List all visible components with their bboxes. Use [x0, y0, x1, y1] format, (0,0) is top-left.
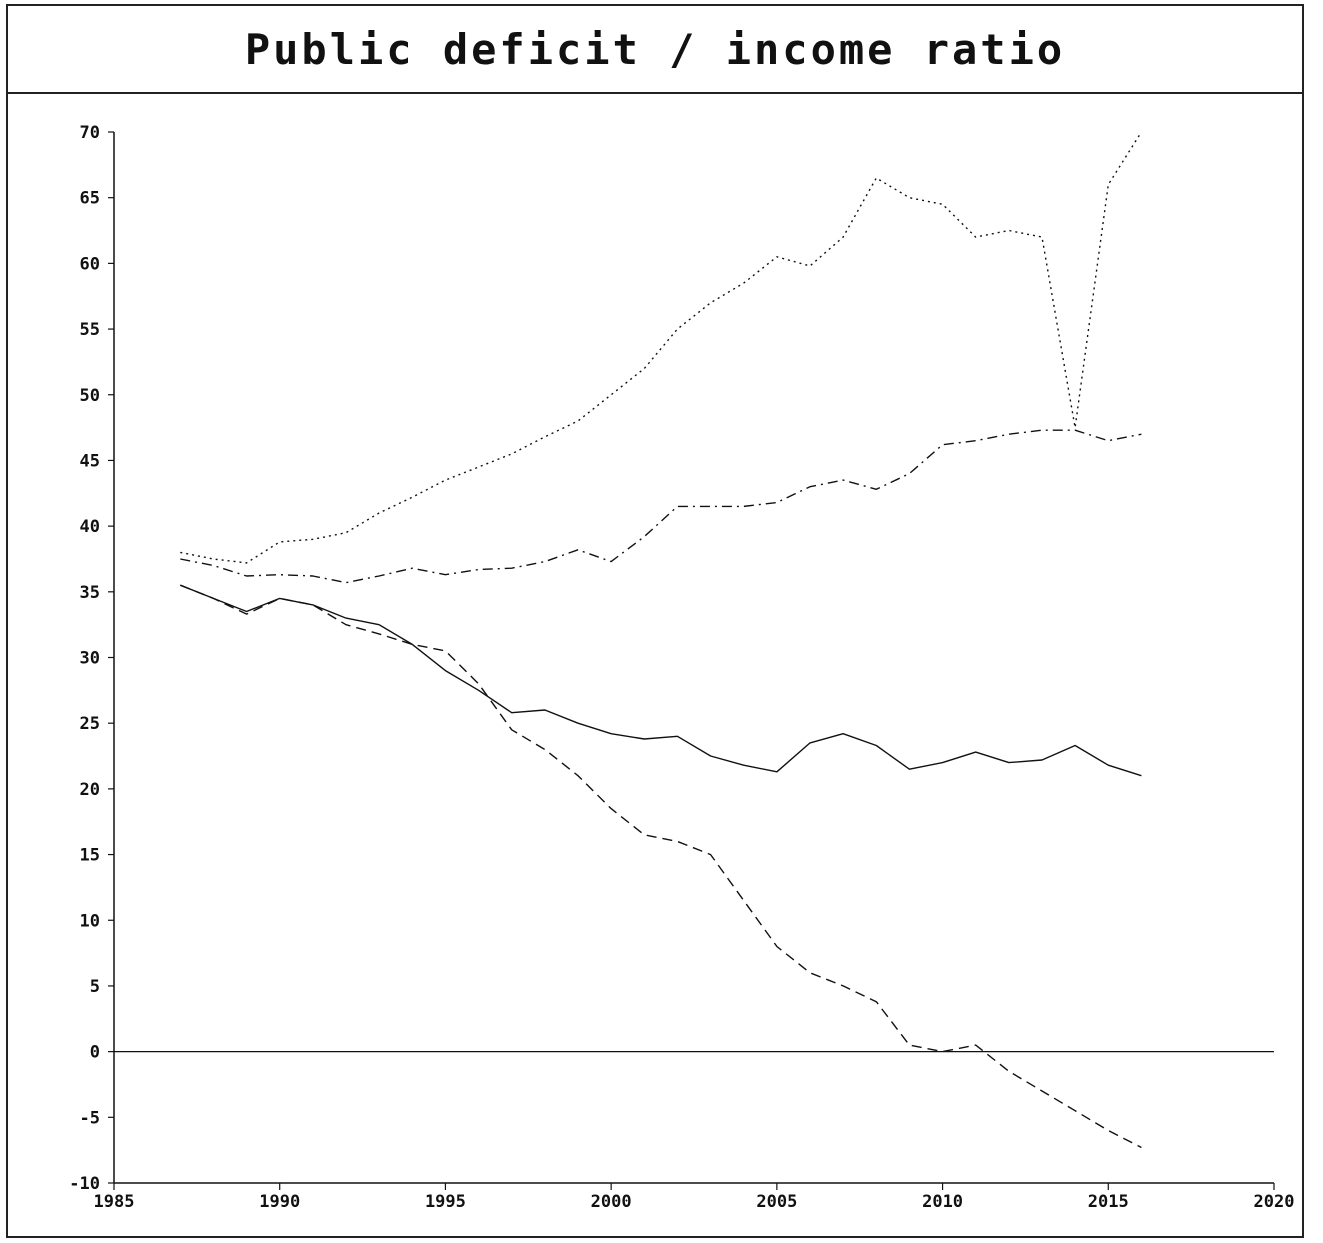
x-tick-label: 2015	[1088, 1192, 1129, 1212]
x-tick-label: 1995	[425, 1192, 466, 1212]
x-tick-label: 2005	[756, 1192, 797, 1212]
y-tick-label: 45	[80, 451, 100, 471]
y-tick-label: 35	[80, 583, 100, 603]
y-tick-label: -5	[80, 1108, 100, 1128]
y-tick-label: 10	[80, 911, 100, 931]
x-tick-label: 2020	[1254, 1192, 1295, 1212]
y-tick-label: 5	[90, 977, 100, 997]
x-tick-label: 2000	[591, 1192, 632, 1212]
chart-frame: Public deficit / income ratio	[6, 4, 1304, 1238]
y-tick-label: 25	[80, 714, 100, 734]
y-tick-label: 60	[80, 254, 100, 274]
x-tick-label: 1985	[94, 1192, 135, 1212]
x-tick-label: 1990	[259, 1192, 300, 1212]
y-tick-label: 40	[80, 517, 100, 537]
x-tick-label: 2010	[922, 1192, 963, 1212]
y-tick-label: 30	[80, 649, 100, 669]
y-tick-label: 0	[90, 1043, 100, 1063]
series-line-dotted	[180, 131, 1142, 564]
y-tick-label: 65	[80, 189, 100, 209]
title-bar: Public deficit / income ratio	[8, 6, 1302, 94]
axes: -10 -5 0 5 10 15 20 25 30 35 40 45 50 55 60 65 70 1985 199…	[69, 123, 1294, 1212]
y-tick-label: 55	[80, 320, 100, 340]
y-tick-label: 20	[80, 780, 100, 800]
series-line-dashed	[180, 584, 1142, 1149]
y-tick-label: 70	[80, 123, 100, 143]
y-tick-label: -10	[69, 1174, 100, 1194]
series-line-solid	[180, 584, 1142, 777]
series-line-dashdot	[180, 429, 1142, 584]
series-layer	[180, 131, 1142, 1149]
y-tick-label: 50	[80, 386, 100, 406]
chart-title: Public deficit / income ratio	[244, 24, 1066, 74]
y-tick-label: 15	[80, 846, 100, 866]
